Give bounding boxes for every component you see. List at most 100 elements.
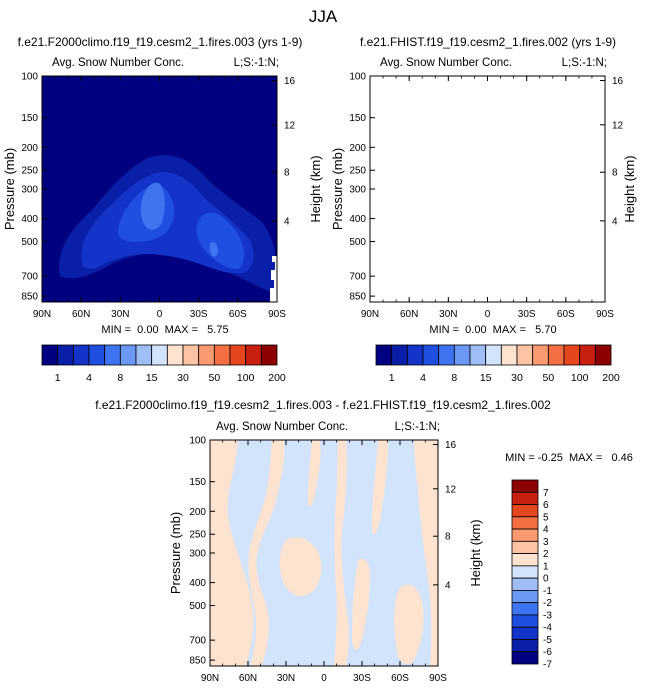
- page-title: JJA: [309, 7, 338, 26]
- colorbar-label: -6: [543, 647, 552, 658]
- colorbar-swatch: [391, 344, 408, 366]
- colorbar-swatch: [182, 344, 200, 366]
- colorbar-label: 15: [480, 372, 492, 384]
- panel-diff-level-label: L;S:-1:N;: [395, 421, 440, 433]
- pressure-tick-label: 500: [189, 601, 206, 612]
- x-tick-label: 0: [157, 309, 163, 320]
- colorbar-swatch: [511, 504, 539, 518]
- pressure-tick-label: 300: [189, 549, 206, 560]
- pressure-tick-label: 850: [189, 656, 206, 667]
- colorbar-swatch: [406, 344, 424, 366]
- x-tick-label: 90N: [33, 309, 51, 320]
- height-tick-label: 16: [612, 76, 624, 87]
- colorbar-swatch: [547, 344, 565, 366]
- panel-right-y-label: Pressure (mb): [330, 148, 345, 230]
- colorbar-swatch: [245, 344, 262, 366]
- colorbar-swatch: [104, 344, 121, 366]
- colorbar-swatch: [511, 614, 539, 628]
- panel-left-y-label: Pressure (mb): [2, 148, 17, 230]
- colorbar-swatch: [119, 344, 137, 366]
- colorbar-label: -7: [543, 660, 552, 671]
- x-tick-label: 60S: [391, 673, 409, 684]
- colorbar-swatch: [511, 565, 539, 579]
- colorbar-swatch: [511, 590, 539, 604]
- pressure-tick-label: 150: [189, 477, 206, 488]
- x-tick-label: 90S: [268, 309, 286, 320]
- colorbar-swatch: [469, 344, 487, 366]
- contour-level-0: [370, 76, 605, 302]
- colorbar-label: 15: [146, 372, 158, 384]
- colorbar-swatch: [485, 344, 502, 366]
- colorbar-swatch: [375, 344, 393, 366]
- panel-diff-title: f.e21.F2000climo.f19_f19.cesm2_1.fires.0…: [95, 398, 551, 412]
- pressure-tick-label: 850: [349, 292, 366, 303]
- colorbar-swatch: [500, 344, 518, 366]
- colorbar-label: -1: [543, 586, 552, 597]
- pressure-tick-label: 500: [349, 237, 366, 248]
- colorbar-label: 4: [543, 525, 549, 536]
- height-tick-label: 4: [612, 216, 618, 227]
- x-tick-label: 60S: [229, 309, 247, 320]
- panel-diff: f.e21.F2000climo.f19_f19.cesm2_1.fires.0…: [95, 398, 633, 684]
- colorbar-swatch: [516, 344, 534, 366]
- contour-level-2: [409, 172, 581, 273]
- colorbar-swatch: [166, 344, 184, 366]
- contour-level-3-east: [196, 212, 245, 269]
- colorbar-label: -3: [543, 610, 552, 621]
- colorbar-label: 6: [543, 500, 549, 511]
- diff-level-positive: [352, 558, 370, 650]
- x-tick-label: 0: [321, 673, 327, 684]
- panel-left: f.e21.F2000climo.f19_f19.cesm2_1.fires.0…: [2, 35, 323, 384]
- panel-diff-contour-field: [210, 440, 438, 666]
- diff-level-positive: [334, 440, 349, 666]
- colorbar-swatch: [511, 516, 539, 530]
- diff-level-positive: [308, 440, 321, 507]
- panel-right-contour-field: [370, 76, 605, 302]
- x-tick-label: 30S: [190, 309, 208, 320]
- pressure-tick-label: 200: [189, 507, 206, 518]
- colorbar-label: 0: [543, 574, 549, 585]
- diff-level-positive: [394, 584, 424, 665]
- pressure-tick-label: 700: [189, 636, 206, 647]
- pressure-tick-label: 150: [349, 113, 366, 124]
- pressure-tick-label: 150: [21, 113, 38, 124]
- colorbar-label: 1: [55, 372, 61, 384]
- height-tick-label: 12: [445, 484, 457, 495]
- colorbar-label: 1: [543, 561, 549, 572]
- pressure-tick-label: 100: [349, 72, 366, 83]
- contour-level-4-east: [209, 241, 219, 257]
- colorbar-label: 5: [543, 512, 549, 523]
- colorbar-swatch: [511, 577, 539, 591]
- pressure-tick-label: 700: [21, 272, 38, 283]
- colorbar-swatch: [511, 479, 539, 493]
- x-tick-label: 0: [485, 309, 491, 320]
- colorbar-swatch: [511, 626, 539, 640]
- colorbar-label: 200: [602, 372, 620, 384]
- contour-level-4-west: [469, 183, 493, 230]
- colorbar-label: 2: [543, 549, 549, 560]
- panel-diff-y2-label: Height (km): [468, 519, 483, 586]
- colorbar-label: 100: [571, 372, 589, 384]
- diff-level-positive: [372, 440, 388, 535]
- colorbar-swatch: [511, 553, 539, 567]
- terrain-mask: [598, 256, 605, 302]
- colorbar-swatch: [229, 344, 247, 366]
- x-tick-label: 60N: [400, 309, 418, 320]
- panel-left-min-max: MIN = 0.00 MAX = 5.75: [101, 324, 228, 336]
- x-tick-label: 60N: [239, 673, 257, 684]
- contour-level-3-west: [446, 184, 502, 242]
- diff-level-positive: [248, 440, 285, 666]
- x-tick-label: 90N: [361, 309, 379, 320]
- colorbar-swatch: [438, 344, 455, 366]
- x-tick-label: 60S: [557, 309, 575, 320]
- pressure-tick-label: 250: [189, 530, 206, 541]
- panel-left-y2-label: Height (km): [308, 155, 323, 222]
- colorbar-swatch: [151, 344, 168, 366]
- colorbar-swatch: [532, 344, 549, 366]
- colorbar-label: 4: [420, 372, 426, 384]
- panel-right-frame: [369, 75, 606, 303]
- colorbar-label: 50: [542, 372, 554, 384]
- panel-right-y2-label: Height (km): [622, 155, 637, 222]
- contour-level-1: [387, 155, 605, 292]
